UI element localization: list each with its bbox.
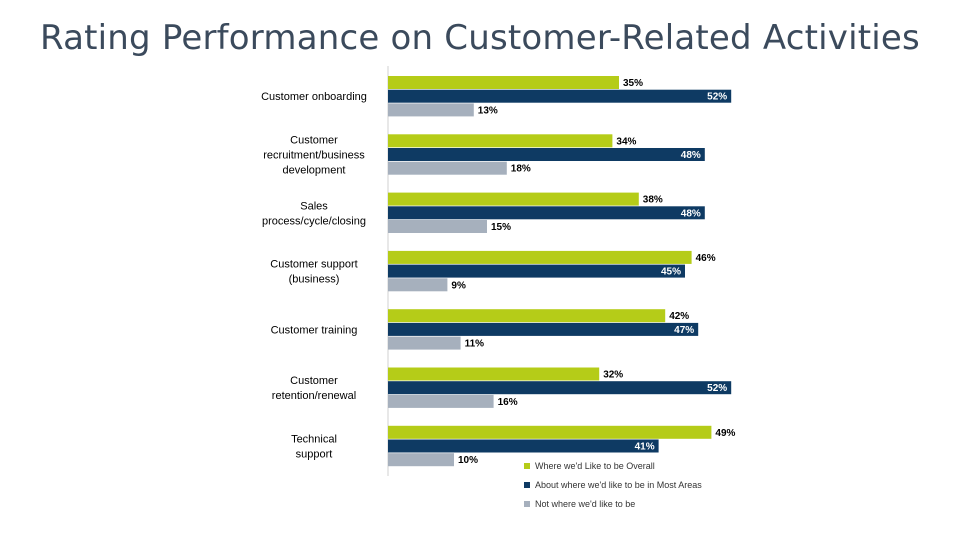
bar [388, 309, 666, 323]
data-label: 10% [458, 455, 478, 466]
category-label: Customer [290, 375, 338, 387]
bar [388, 134, 613, 148]
bar [388, 278, 448, 292]
data-label: 16% [498, 397, 518, 408]
chart-title: Rating Performance on Customer-Related A… [40, 18, 920, 58]
bar [388, 439, 659, 453]
bar [388, 89, 732, 103]
category-label: Customer onboarding [261, 91, 367, 103]
bar [388, 76, 619, 89]
bar [388, 264, 685, 278]
category-label: support [296, 449, 333, 461]
category-label: (business) [289, 274, 340, 286]
data-label: 48% [681, 208, 701, 219]
data-label: 38% [643, 195, 663, 206]
data-label: 35% [623, 78, 643, 89]
category-label: Technical [291, 434, 337, 446]
data-label: 11% [465, 339, 485, 350]
data-label: 34% [616, 136, 636, 147]
bar [388, 192, 639, 206]
category-label: retention/renewal [272, 390, 356, 402]
data-label: 48% [681, 150, 701, 161]
bar [388, 453, 454, 467]
data-label: 46% [696, 253, 716, 264]
bar [388, 161, 507, 175]
category-label: development [283, 165, 346, 177]
bar [388, 381, 732, 395]
data-label: 42% [669, 311, 689, 322]
data-label: 32% [603, 370, 623, 381]
bar [388, 336, 461, 350]
category-label: process/cycle/closing [262, 215, 366, 227]
data-label: 49% [715, 428, 735, 439]
bar [388, 394, 494, 408]
bar [388, 425, 712, 439]
data-label: 9% [451, 280, 466, 291]
data-label: 52% [707, 383, 727, 394]
bar [388, 322, 699, 336]
bar [388, 367, 600, 381]
bar [388, 206, 705, 220]
category-label: Sales [300, 200, 328, 212]
legend-label: About where we'd like to be in Most Area… [535, 480, 702, 490]
bar [388, 220, 487, 233]
bar [388, 103, 474, 117]
data-label: 13% [478, 105, 498, 116]
data-label: 18% [511, 164, 531, 175]
legend-swatch [524, 501, 530, 507]
legend-swatch [524, 482, 530, 488]
data-label: 52% [707, 92, 727, 103]
data-label: 41% [635, 442, 655, 453]
category-label: Customer training [271, 324, 358, 336]
bar [388, 148, 705, 161]
data-label: 45% [661, 267, 681, 278]
category-label: Customer [290, 135, 338, 147]
data-label: 47% [674, 325, 694, 336]
bar [388, 250, 692, 264]
category-label: Customer support [270, 259, 357, 271]
legend-label: Not where we'd like to be [535, 499, 635, 509]
category-label: recruitment/business [263, 150, 365, 162]
legend-label: Where we'd Like to be Overall [535, 461, 655, 471]
data-label: 15% [491, 222, 511, 233]
legend-swatch [524, 463, 530, 469]
